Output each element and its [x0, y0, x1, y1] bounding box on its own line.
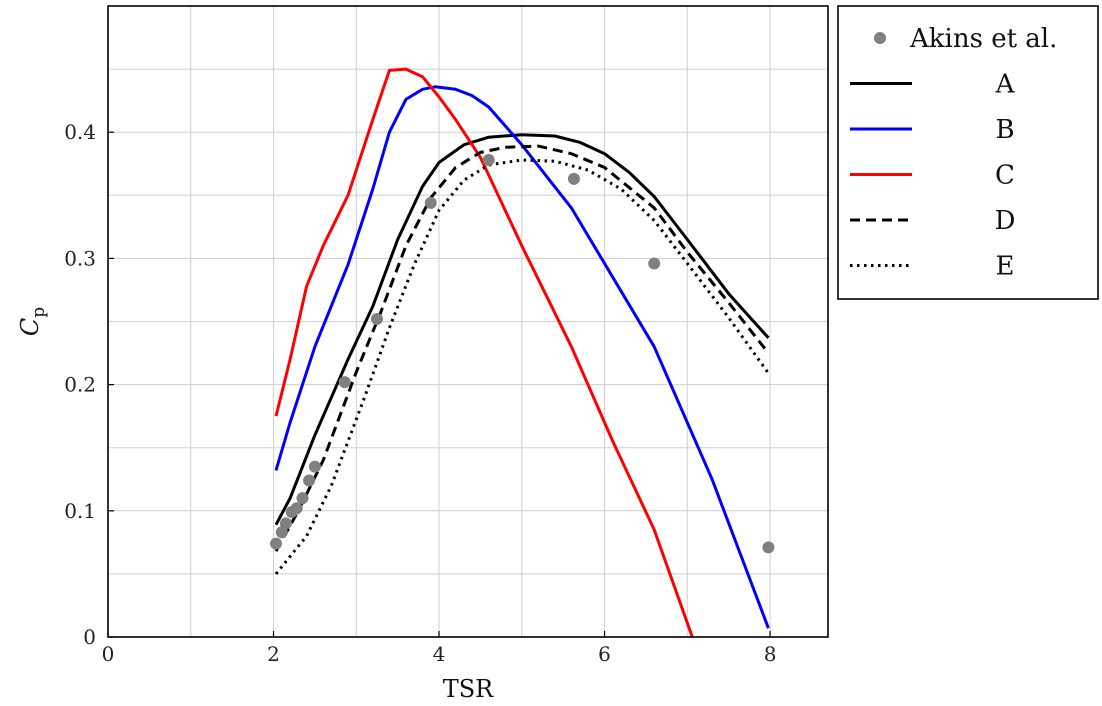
x-tick-label: 6 [598, 642, 611, 666]
y-tick-label: 0.1 [64, 499, 96, 523]
y-tick-label: 0 [83, 625, 96, 649]
x-axis-title: TSR [443, 675, 494, 703]
akins-data-point [270, 537, 282, 550]
plot-frame [107, 5, 829, 638]
y-tick-label: 0.4 [64, 120, 96, 144]
akins-data-point [296, 492, 309, 505]
x-tick-label: 8 [764, 642, 777, 666]
akins-data-point [279, 517, 292, 530]
series-line-a [274, 133, 770, 526]
legend-swatch-dot [874, 32, 886, 44]
akins-data-point [648, 257, 661, 270]
y-axis-title-sub: p [29, 307, 49, 318]
akins-data-point [303, 474, 316, 487]
scatter-layer [270, 153, 775, 554]
x-tick-label: 0 [102, 642, 115, 666]
legend-box [837, 5, 1099, 300]
akins-data-point [424, 196, 437, 209]
akins-data-point [482, 153, 495, 166]
series-line-b [274, 85, 770, 629]
akins-data-point [567, 172, 580, 185]
series-line-c [274, 67, 694, 638]
akins-data-point [370, 312, 383, 325]
legend-label: B [995, 115, 1014, 145]
akins-data-point [308, 460, 321, 473]
legend-label: E [996, 252, 1015, 282]
x-tick-label: 2 [267, 642, 280, 666]
y-axis-title-main: C [16, 318, 44, 336]
series-line-d [274, 144, 770, 552]
legend-label: D [995, 206, 1016, 236]
y-tick-label: 0.3 [64, 246, 96, 270]
grid-lines [108, 6, 828, 637]
y-axis-title: Cp [16, 307, 49, 336]
legend-label: Akins et al. [909, 24, 1057, 54]
legend-label: A [995, 70, 1016, 100]
x-tick-label: 4 [433, 642, 446, 666]
series-layer [274, 67, 770, 638]
akins-data-point [762, 541, 775, 554]
tick-labels: 0 2 4 6 8 0 0.1 0.2 0.3 0.4 [64, 120, 776, 666]
legend-label: C [995, 161, 1015, 191]
akins-data-point [290, 502, 303, 515]
akins-data-point [338, 376, 351, 389]
y-tick-label: 0.2 [64, 373, 96, 397]
